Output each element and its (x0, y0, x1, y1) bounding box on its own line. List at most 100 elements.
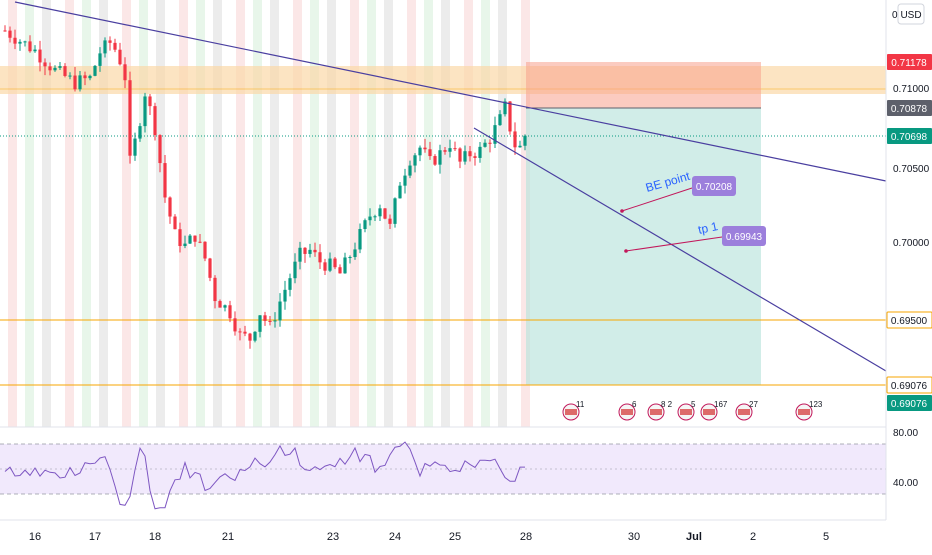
tp1-annotation[interactable]: tp 1 0.69943 (624, 219, 766, 253)
price-label-box (887, 395, 932, 411)
candle-body (123, 64, 127, 81)
candle-body (173, 216, 177, 230)
candle-body (378, 208, 382, 217)
time-tick: 17 (89, 531, 101, 543)
currency-button[interactable] (897, 3, 925, 25)
currency-label: USD (900, 10, 921, 21)
candle-body (128, 80, 132, 156)
stop-loss-zone (526, 62, 761, 108)
candle-body (188, 235, 192, 244)
candle-body (388, 218, 392, 224)
price-axis[interactable] (886, 0, 932, 520)
event-count: 123 (809, 400, 823, 409)
candle-body (488, 142, 492, 144)
time-tick: 30 (628, 531, 640, 543)
candle-body (38, 49, 42, 63)
candle-body (213, 277, 217, 302)
candle-body (218, 301, 222, 308)
candle-body (73, 75, 77, 90)
session-stripe (293, 0, 302, 427)
candle-body (93, 65, 97, 76)
candle-body (8, 30, 12, 38)
session-stripe (498, 0, 507, 427)
candle-body (373, 216, 377, 218)
session-stripe (156, 0, 165, 427)
candle-body (398, 185, 402, 199)
session-stripe (196, 0, 205, 427)
candle-body (48, 66, 52, 71)
channel-trendline[interactable] (473, 127, 887, 372)
price-label-box (887, 128, 932, 144)
candle-body (348, 257, 352, 259)
time-tick: 23 (327, 531, 339, 543)
session-stripe (384, 0, 393, 427)
candle-body (243, 331, 247, 334)
candle-body (453, 148, 457, 150)
candle-body (223, 305, 227, 308)
take-profit-zone (526, 108, 761, 385)
candle-body (13, 37, 17, 44)
price-label: 0.69500 (891, 316, 928, 327)
candle-body (268, 320, 272, 322)
candle-body (463, 151, 467, 162)
session-stripe (441, 0, 450, 427)
candle-body (428, 149, 432, 157)
time-tick: 2 (750, 531, 756, 543)
candle-body (393, 198, 397, 224)
flag-stripes-icon (703, 409, 715, 415)
candle-body (498, 114, 502, 126)
candle-body (148, 96, 152, 107)
flag-stripes-icon (798, 409, 810, 415)
time-ticks: 16 17 18 21 23 24 25 28 30 Jul 2 5 (29, 531, 829, 543)
candle-body (423, 147, 427, 150)
candle-body (3, 30, 7, 32)
session-stripe (310, 0, 319, 427)
candle-body (513, 131, 517, 148)
event-count: 11 (576, 400, 585, 409)
session-stripe (521, 0, 530, 427)
candle-body (503, 101, 507, 115)
candle-body (183, 243, 187, 247)
candle-body (333, 258, 337, 268)
price-label: 0.69076 (891, 381, 928, 392)
candle-body (308, 249, 312, 254)
candle-body (253, 331, 257, 341)
time-axis[interactable] (0, 520, 932, 550)
session-stripe (65, 0, 74, 427)
price-label-box (887, 54, 932, 70)
candle-body (153, 106, 157, 136)
session-stripe (99, 0, 108, 427)
candle-body (493, 125, 497, 144)
candle-body (78, 75, 82, 90)
candle-body (448, 148, 452, 152)
candle-body (228, 305, 232, 319)
candle-body (103, 40, 107, 54)
flag-stripes-icon (650, 409, 662, 415)
candle-body (163, 163, 167, 198)
candle-body (33, 49, 37, 52)
session-stripe (122, 0, 131, 427)
descending-trendline[interactable] (14, 1, 887, 182)
candle-body (28, 41, 32, 52)
price-tick-0: 0.71000 (893, 84, 930, 95)
candle-body (468, 151, 472, 157)
candle-body (338, 267, 342, 274)
candle-body (478, 146, 482, 158)
rsi-line (4, 441, 525, 510)
candle-body (168, 197, 172, 217)
economic-events[interactable]: 11 6 8 2 5 167 27 123 (562, 400, 823, 421)
candle-body (23, 41, 27, 43)
session-stripe (481, 0, 490, 427)
price-label: 0.69076 (891, 399, 928, 410)
be-value: 0.70208 (696, 182, 733, 193)
session-stripe (350, 0, 359, 427)
candle-body (518, 145, 522, 148)
session-stripe (42, 0, 51, 427)
candle-body (363, 220, 367, 230)
price-labels: 0.71178 0.70878 0.70698 0.69500 0.69076 0.690… (886, 54, 932, 411)
candle-body (458, 148, 462, 162)
session-stripe (327, 0, 336, 427)
session-stripe (82, 0, 91, 427)
candle-body (483, 142, 487, 147)
